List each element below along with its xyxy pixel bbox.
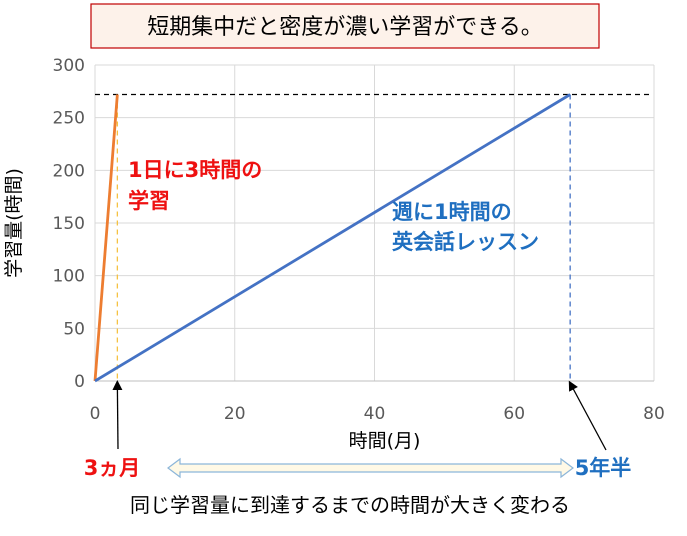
y-tick-label-100: 100: [53, 267, 85, 287]
axes: 0 50 100 150 200 250 300 0 20 40 60 80: [53, 56, 665, 424]
pointer-arrow-3-months: [112, 380, 123, 450]
series-line-intensive: [93, 94, 119, 382]
annotation-weekly-line-1: 週に1時間の: [392, 200, 512, 224]
x-tick-label-60: 60: [503, 404, 525, 424]
y-tick-label-300: 300: [53, 56, 85, 76]
chart-title: 短期集中だと密度が濃い学習ができる。: [147, 15, 543, 40]
y-tick-label-0: 0: [74, 372, 85, 392]
grid: [94, 64, 655, 382]
series-layer: [93, 93, 650, 383]
annotation-weekly-line-2: 英会話レッスン: [392, 230, 539, 254]
marker-label-3-months: 3ヵ月: [84, 456, 141, 480]
annotation-intensive-line-2: 学習: [128, 189, 170, 213]
annotation-intensive-line-1: 1日に3時間の: [128, 158, 262, 182]
x-tick-label-80: 80: [643, 404, 665, 424]
x-tick-label-20: 20: [224, 404, 246, 424]
footer-caption: 同じ学習量に到達するまでの時間が大きく変わる: [130, 493, 570, 517]
series-line-weekly: [94, 93, 571, 383]
y-tick-label-50: 50: [63, 319, 85, 339]
y-tick-label-150: 150: [53, 214, 85, 234]
pointer-arrow-5-5-years: [568, 380, 607, 451]
y-tick-label-200: 200: [53, 161, 85, 181]
y-axis-title: 学習量(時間): [3, 168, 25, 278]
x-tick-label-0: 0: [90, 404, 101, 424]
title-box: [90, 3, 600, 49]
x-tick-label-40: 40: [364, 404, 386, 424]
y-tick-label-250: 250: [53, 109, 85, 129]
marker-label-5-5-years: 5年半: [575, 456, 632, 480]
comparison-double-arrow: [167, 457, 574, 479]
x-axis-title: 時間(月): [349, 430, 421, 452]
